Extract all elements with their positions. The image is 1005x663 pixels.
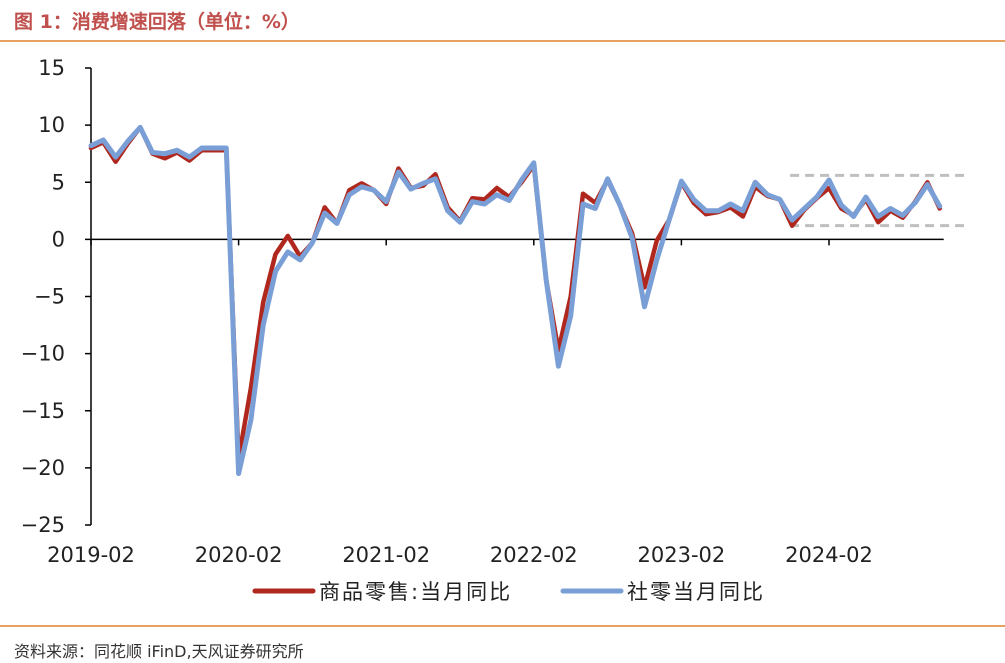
line-chart: 15 10 5 0 −5 −10 −15 −20 −25 2019-02 2020-02 2021-0…: [21, 56, 964, 604]
x-tick-label: 2019-02: [47, 543, 135, 567]
figure-title: 图 1：消费增速回落（单位：%）: [14, 11, 300, 33]
legend: 商品零售:当月同比 社零当月同比: [252, 580, 765, 604]
title-divider: [0, 40, 1005, 42]
y-tick-label: 0: [52, 227, 65, 251]
source-note: 资料来源：同花顺 iFinD,天风证券研究所: [14, 642, 304, 661]
series-lines: [88, 124, 943, 477]
axes: 15 10 5 0 −5 −10 −15 −20 −25 2019-02 2020-02 2021-0…: [21, 56, 944, 567]
legend-label-1: 商品零售:当月同比: [319, 580, 512, 604]
x-tick-label: 2022-02: [490, 543, 578, 567]
y-tick-label: −15: [21, 399, 65, 423]
series-line-2: [88, 124, 943, 477]
source-divider: [0, 625, 1005, 627]
series-line-1: [88, 125, 942, 461]
x-tick-label: 2024-02: [785, 543, 873, 567]
x-tick-label: 2023-02: [638, 543, 726, 567]
legend-label-2: 社零当月同比: [627, 580, 765, 604]
x-tick-label: 2021-02: [342, 543, 430, 567]
y-tick-label: 10: [38, 113, 65, 137]
y-tick-label: −20: [21, 456, 65, 480]
x-tick-label: 2020-02: [195, 543, 283, 567]
y-tick-label: 5: [52, 170, 65, 194]
y-tick-label: −5: [34, 285, 65, 309]
y-tick-label: −10: [21, 342, 65, 366]
y-tick-label: −25: [21, 513, 65, 537]
y-tick-label: 15: [38, 56, 65, 80]
